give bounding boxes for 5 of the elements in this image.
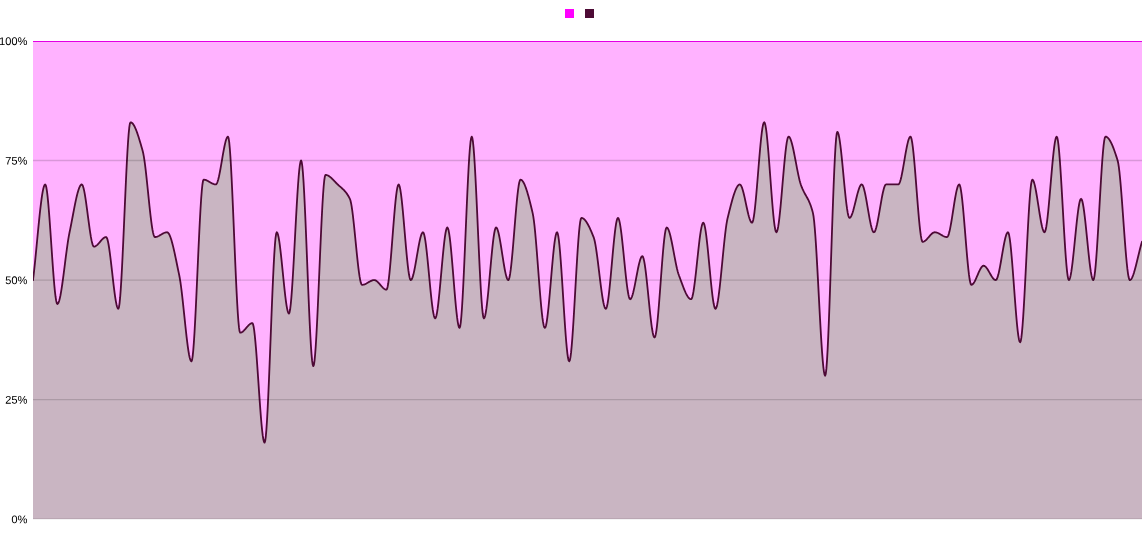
y-tick-label: 50% [5, 276, 28, 285]
y-tick-label: 75% [5, 156, 28, 165]
y-tick-label: 100% [0, 37, 28, 46]
y-tick-label: 25% [5, 395, 28, 404]
y-tick-label: 0% [11, 515, 28, 524]
